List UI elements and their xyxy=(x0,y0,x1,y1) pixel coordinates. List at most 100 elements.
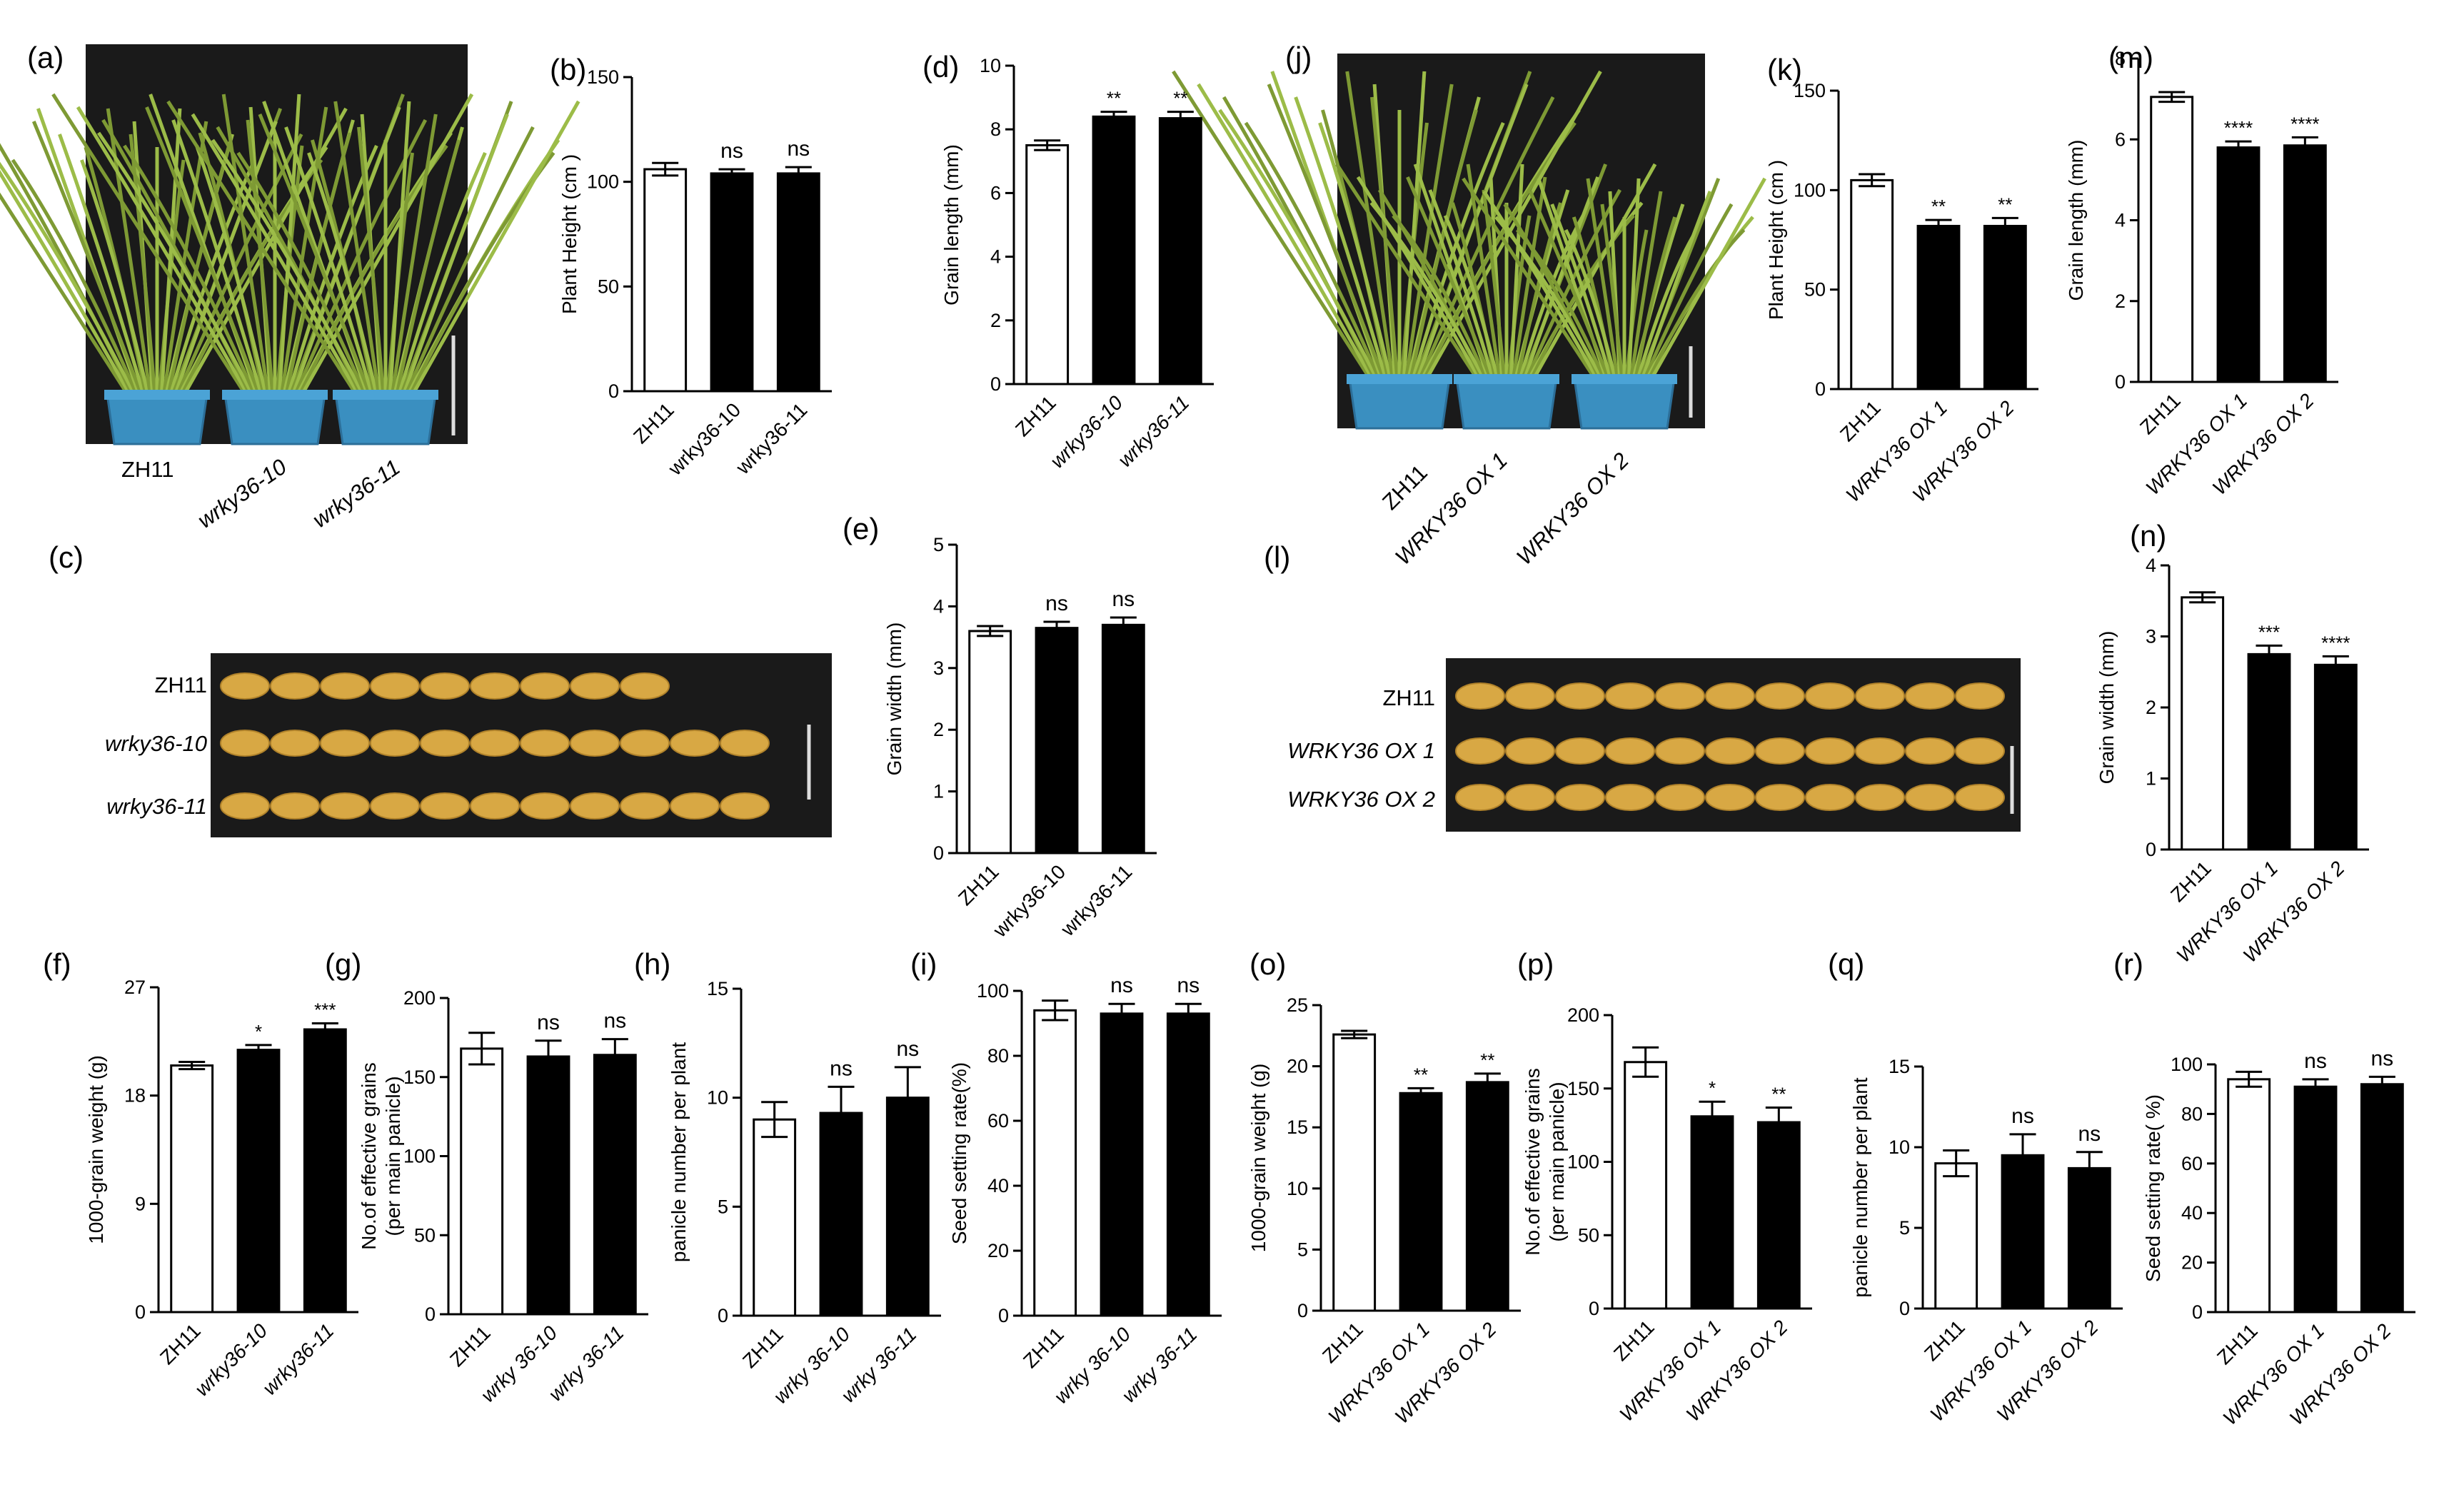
y-tick-label: 0 xyxy=(990,373,1001,395)
category-label: wrky36-10 xyxy=(1046,391,1127,473)
significance-label: ** xyxy=(1771,1083,1786,1104)
y-axis-label: Seed setting rate( %) xyxy=(2142,1094,2164,1282)
grain xyxy=(370,730,420,757)
grain xyxy=(370,792,420,820)
bar xyxy=(1624,1061,1668,1310)
category-label: ZH11 xyxy=(1019,1323,1068,1372)
y-tick-label: 50 xyxy=(1804,279,1826,301)
category-label: ZH11 xyxy=(1609,1316,1659,1365)
leaf xyxy=(1647,228,1746,380)
panel-label-p: (p) xyxy=(1517,947,1554,981)
grain xyxy=(1755,737,1805,765)
grain xyxy=(1955,784,2005,811)
leaf xyxy=(1626,178,1641,379)
grain-label: WRKY36 OX 2 xyxy=(1287,787,1435,812)
pot xyxy=(334,393,437,445)
y-tick-label: 100 xyxy=(587,171,619,193)
leaf xyxy=(411,100,580,395)
grain xyxy=(270,730,320,757)
y-tick-label: 15 xyxy=(707,978,728,999)
leaf xyxy=(402,114,509,395)
bar xyxy=(460,1047,504,1316)
grain xyxy=(570,792,620,820)
grain-label: ZH11 xyxy=(154,672,207,697)
bar xyxy=(1025,144,1070,385)
y-tick-label: 0 xyxy=(1589,1298,1599,1319)
y-axis-label: Grain width (mm) xyxy=(2096,631,2118,785)
category-label: ZH11 xyxy=(1920,1316,1969,1365)
y-axis-label: No.of effective grains xyxy=(1522,1068,1544,1256)
significance-label: *** xyxy=(2258,621,2280,642)
bar xyxy=(1934,1162,1978,1310)
y-axis-label: Grain length (mm) xyxy=(940,144,962,306)
panel-label-h: (h) xyxy=(634,947,670,981)
leaf xyxy=(191,113,360,395)
leaf xyxy=(1428,189,1495,379)
grain xyxy=(1905,737,1955,765)
y-tick-label: 20 xyxy=(1287,1056,1308,1077)
y-tick-label: 4 xyxy=(990,246,1001,268)
significance-label: ns xyxy=(1045,592,1068,615)
panel-label-d: (d) xyxy=(922,50,959,84)
y-tick-label: 9 xyxy=(135,1193,146,1214)
significance-label: ns xyxy=(2078,1122,2101,1146)
grain xyxy=(1805,682,1855,710)
grain xyxy=(370,672,420,700)
bar xyxy=(2360,1083,2404,1314)
grain xyxy=(1755,784,1805,811)
leaf xyxy=(76,106,249,395)
y-tick-label: 100 xyxy=(977,980,1009,1002)
leaf xyxy=(1515,228,1606,379)
plant xyxy=(166,100,580,395)
y-tick-label: 200 xyxy=(403,987,436,1009)
y-axis-label: Grain length (mm) xyxy=(2065,140,2087,301)
grain xyxy=(1805,737,1855,765)
pot-rim xyxy=(1347,374,1452,384)
leaf xyxy=(1244,121,1381,379)
significance-label: ** xyxy=(1931,196,1946,217)
bar xyxy=(1690,1115,1734,1310)
grain xyxy=(1905,784,1955,811)
grain xyxy=(1555,682,1605,710)
bar xyxy=(1101,623,1145,855)
y-tick-label: 100 xyxy=(1567,1151,1599,1173)
bar xyxy=(2150,96,2194,383)
grain xyxy=(520,730,570,757)
leaf xyxy=(174,121,278,395)
grain xyxy=(270,672,320,700)
panel-label-q: (q) xyxy=(1828,947,1864,981)
chart-b: 0 50 100 150 Plant Height (cm ) ZH11 ns wrky36-… xyxy=(558,66,832,480)
leaf xyxy=(123,144,256,395)
grain xyxy=(470,730,520,757)
grain xyxy=(1955,737,2005,765)
bar xyxy=(2216,146,2261,383)
bar xyxy=(2247,652,2291,851)
y-tick-label: 60 xyxy=(2181,1153,2203,1174)
leaf xyxy=(1462,177,1596,380)
grain xyxy=(420,792,470,820)
grain xyxy=(1505,737,1555,765)
bar xyxy=(885,1097,930,1317)
panel-label-k: (k) xyxy=(1767,53,1802,86)
y-axis-label: (per main panicle) xyxy=(382,1076,404,1236)
y-axis-label: Grain width (mm) xyxy=(883,623,905,776)
y-tick-label: 0 xyxy=(2192,1301,2203,1323)
grain xyxy=(1855,682,1905,710)
y-tick-label: 40 xyxy=(2181,1202,2203,1224)
grain xyxy=(420,672,470,700)
grain xyxy=(1455,682,1505,710)
grain xyxy=(1955,682,2005,710)
chart-e: 0 1 2 3 4 5 Grain width (mm) ZH11 ns wrky36-10 ns w… xyxy=(883,534,1157,942)
significance-label: ns xyxy=(1177,974,1200,997)
panel-label-f: (f) xyxy=(43,947,71,981)
bar xyxy=(1756,1121,1801,1310)
grain xyxy=(520,672,570,700)
grain xyxy=(1705,682,1755,710)
y-tick-label: 1 xyxy=(933,781,944,802)
leaf xyxy=(1267,84,1385,379)
panel-label-r: (r) xyxy=(2113,947,2143,981)
leaf xyxy=(80,159,150,395)
y-axis-label: (per main panicle) xyxy=(1546,1082,1568,1241)
y-tick-label: 27 xyxy=(124,977,146,998)
